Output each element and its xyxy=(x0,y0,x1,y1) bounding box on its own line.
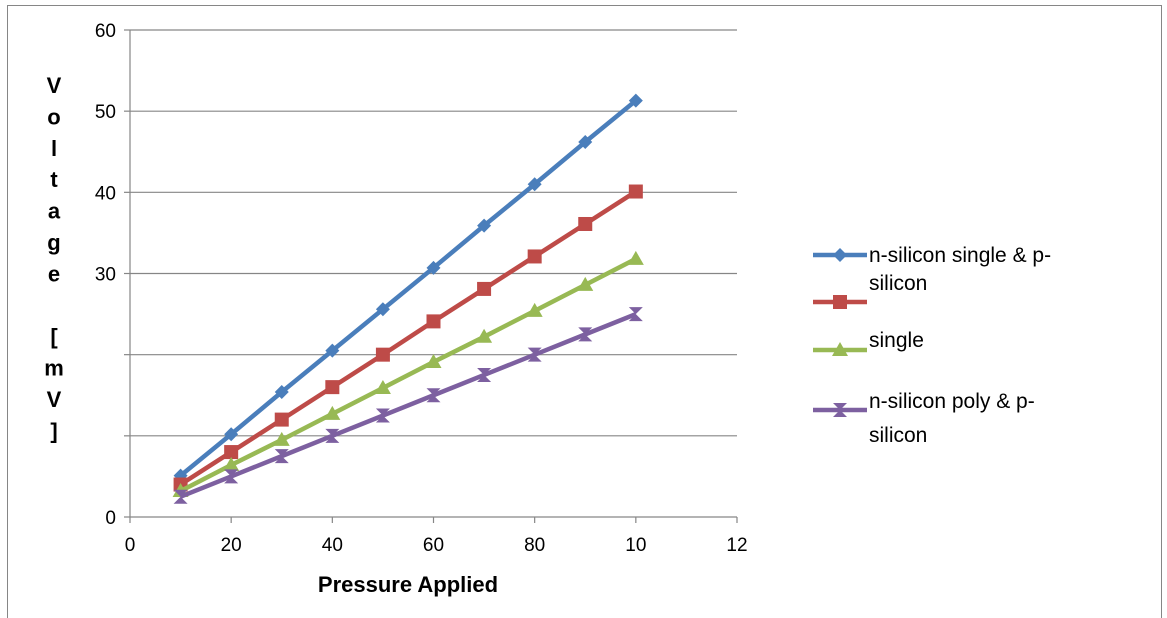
legend-marker-1 xyxy=(833,295,847,309)
data-point-s1-6 xyxy=(477,281,492,296)
y-tick-label-6: 60 xyxy=(95,21,116,42)
data-point-s2-1 xyxy=(223,457,240,472)
x-tick-label-2: 40 xyxy=(322,535,343,556)
series-line-3 xyxy=(179,311,637,499)
legend-marker-0 xyxy=(833,248,847,262)
data-point-s2-8 xyxy=(577,276,594,291)
tick-labels: 0 30 40 50 60 0 20 40 60 80 10 12 xyxy=(95,21,748,556)
y-axis-title-char-2: l xyxy=(51,136,57,161)
y-axis-title-char-5: g xyxy=(47,230,60,255)
data-point-s2-5 xyxy=(425,353,442,368)
data-point-s1-7 xyxy=(527,249,542,264)
data-point-s1-2 xyxy=(274,412,289,427)
x-tick-label-5: 10 xyxy=(625,535,646,556)
y-axis-title-char-1: o xyxy=(47,104,60,129)
series-line-1 xyxy=(179,189,638,487)
axes xyxy=(124,29,738,523)
data-point-s3-8 xyxy=(578,327,593,342)
y-axis-title-char-11: ] xyxy=(50,418,57,443)
y-tick-label-3: 30 xyxy=(95,265,116,286)
y-axis-title-char-6: e xyxy=(48,261,60,286)
data-point-s1-8 xyxy=(578,216,593,231)
data-point-s0-5 xyxy=(426,260,441,275)
data-point-s1-9 xyxy=(628,184,643,199)
data-point-s3-2 xyxy=(274,449,289,464)
x-tick-label-1: 20 xyxy=(221,535,242,556)
data-point-s3-3 xyxy=(325,428,340,443)
x-tick-label-6: 12 xyxy=(726,535,747,556)
data-point-s1-4 xyxy=(375,347,390,362)
data-point-s3-9 xyxy=(628,307,643,322)
series-line-0 xyxy=(179,98,638,478)
data-point-s0-9 xyxy=(628,93,643,108)
legend-label-3-1: silicon xyxy=(869,424,927,447)
legend-label-0-1: silicon xyxy=(869,272,927,295)
data-point-s0-6 xyxy=(477,218,492,233)
data-point-s0-8 xyxy=(578,135,593,150)
x-tick-label-4: 80 xyxy=(524,535,545,556)
data-point-s0-7 xyxy=(527,177,542,192)
series-line-2 xyxy=(179,256,637,494)
y-axis-title-char-8: [ xyxy=(50,324,58,349)
legend: n-silicon single & p-silicon single n-sili… xyxy=(813,244,1051,447)
x-tick-label-3: 60 xyxy=(423,535,444,556)
legend-label-0-0: n-silicon single & p- xyxy=(869,244,1051,267)
data-point-s3-6 xyxy=(477,367,492,382)
x-axis-title: Pressure Applied xyxy=(318,572,498,597)
legend-label-3-0: n-silicon poly & p- xyxy=(869,390,1035,413)
data-point-s0-4 xyxy=(375,302,390,317)
legend-label-2-0: single xyxy=(869,329,924,352)
legend-marker-2 xyxy=(832,342,848,356)
data-point-s2-2 xyxy=(273,431,290,446)
data-point-s3-7 xyxy=(527,347,542,362)
data-point-s3-1 xyxy=(224,469,239,484)
data-point-s0-2 xyxy=(274,385,289,400)
data-point-s3-0 xyxy=(173,489,188,504)
data-point-s2-4 xyxy=(374,379,391,394)
y-tick-label-4: 40 xyxy=(95,183,116,204)
y-tick-label-0: 0 xyxy=(105,508,116,529)
data-point-s2-7 xyxy=(526,302,543,317)
x-tick-label-0: 0 xyxy=(125,535,136,556)
data-point-s1-1 xyxy=(224,445,239,460)
data-point-s0-3 xyxy=(325,343,340,358)
data-point-s2-6 xyxy=(476,328,493,343)
data-point-s1-3 xyxy=(325,380,340,395)
y-axis-title-char-10: V xyxy=(47,387,62,412)
legend-marker-3 xyxy=(833,403,847,417)
data-point-s3-5 xyxy=(426,388,441,403)
y-tick-label-5: 50 xyxy=(95,102,116,123)
data-point-s0-1 xyxy=(224,427,239,442)
y-axis-title-char-3: t xyxy=(50,167,58,192)
y-axis-title-char-9: m xyxy=(44,356,64,381)
data-point-s2-3 xyxy=(324,405,341,420)
data-point-s2-9 xyxy=(627,250,644,265)
y-axis-title-char-4: a xyxy=(48,199,61,224)
y-axis-title-char-0: V xyxy=(47,73,62,98)
plot-area xyxy=(172,93,644,504)
data-point-s3-4 xyxy=(375,408,390,423)
data-point-s1-5 xyxy=(426,314,441,329)
